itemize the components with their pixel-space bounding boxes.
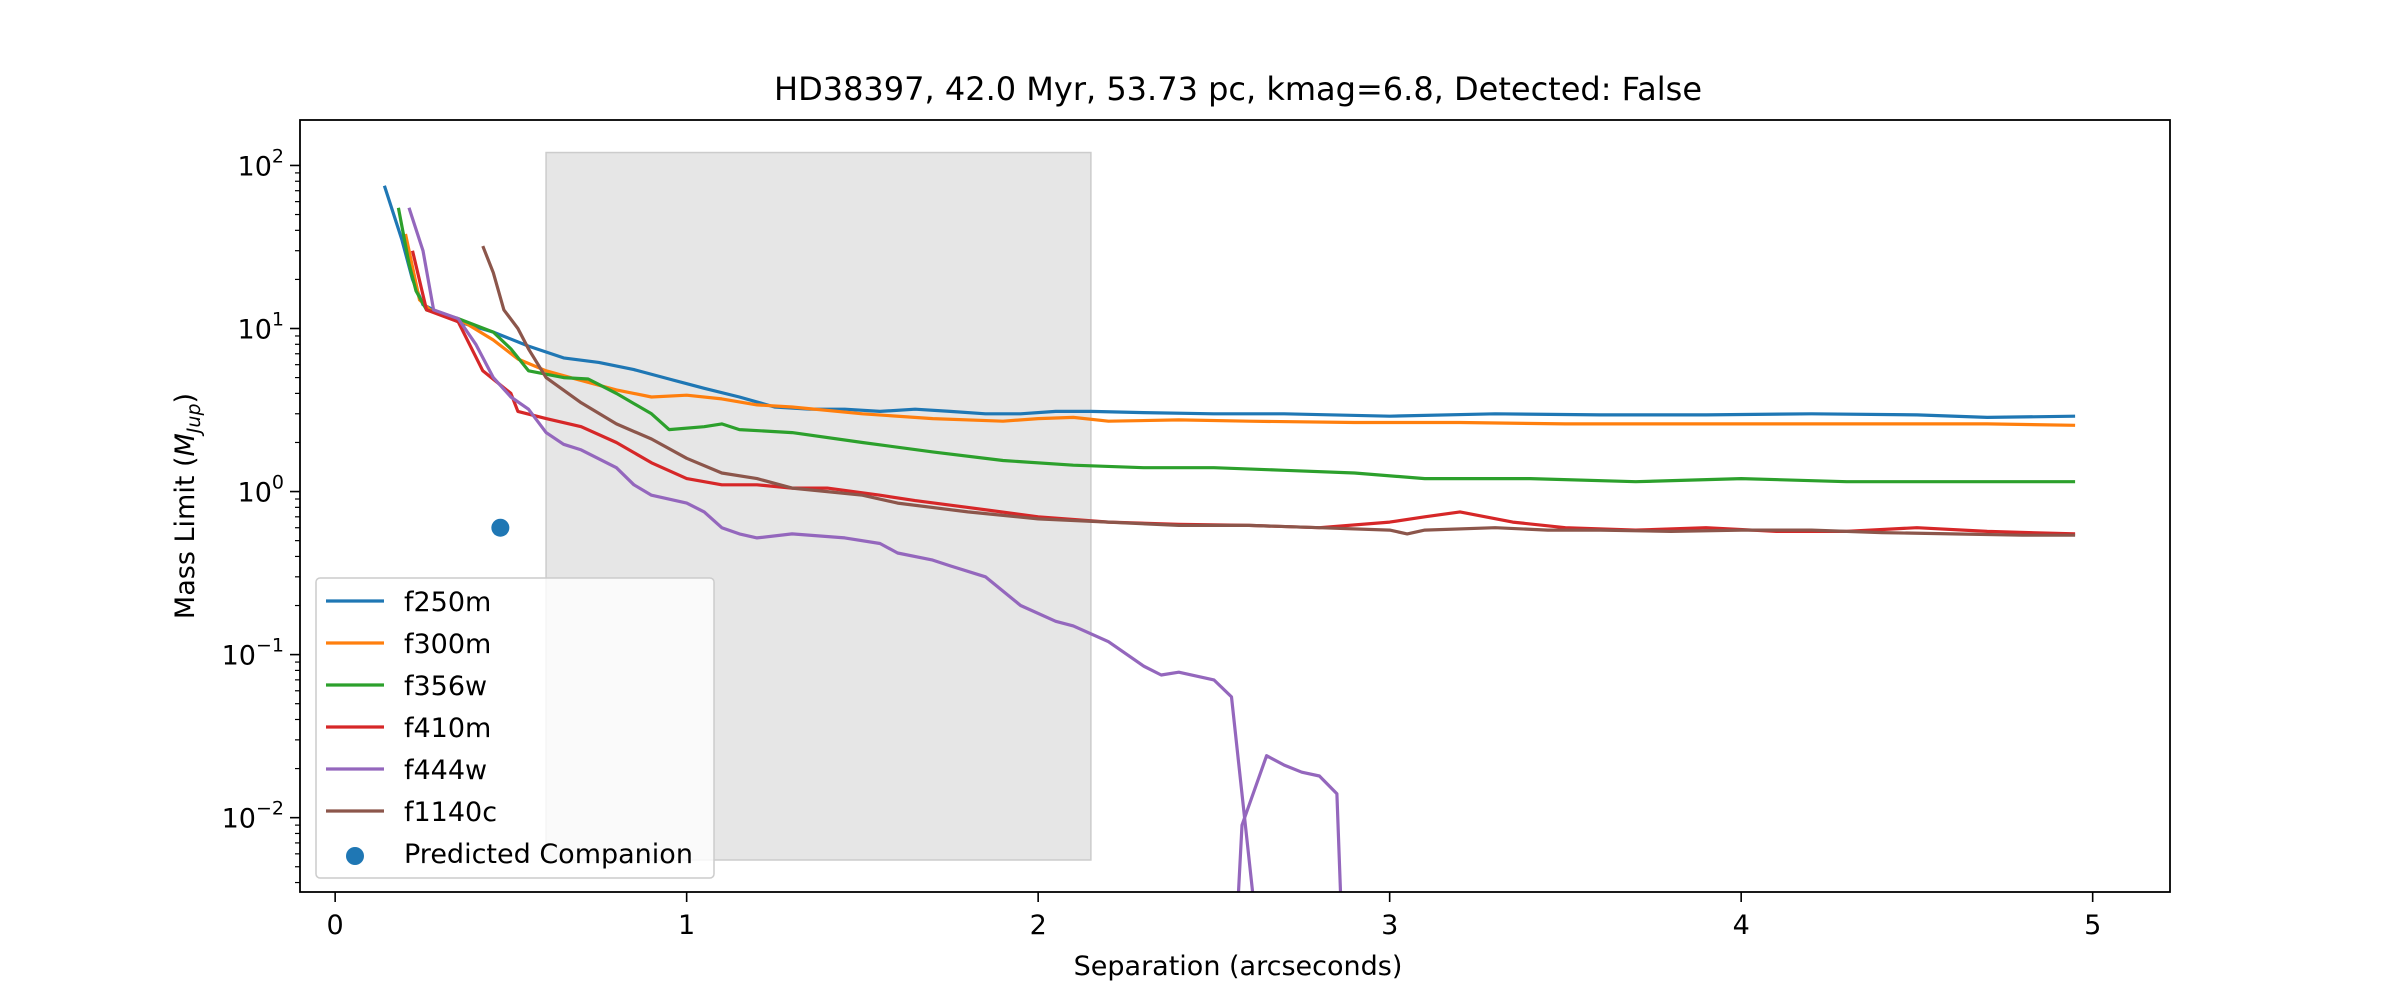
series-line-f444w	[407, 207, 1255, 892]
series-line-f250m	[382, 185, 2076, 419]
y-tick-label: 101	[238, 309, 284, 346]
x-tick-label: 5	[2084, 910, 2101, 941]
y-axis-label-text: Mass Limit (	[170, 456, 201, 619]
x-axis-label: Separation (arcseconds)	[1074, 951, 1403, 982]
y-tick-label: 10−2	[222, 798, 284, 835]
series-lines	[382, 185, 2076, 892]
series-line-segment-5	[1236, 754, 1343, 892]
legend-entry-label: f410m	[404, 713, 491, 744]
x-tick-label: 2	[1030, 910, 1047, 941]
x-tick-label: 4	[1733, 910, 1750, 941]
series-line-f356w	[396, 207, 2076, 484]
x-tick-label: 1	[678, 910, 695, 941]
y-tick-label: 100	[238, 472, 284, 509]
legend-swatch	[346, 847, 364, 865]
y-tick-label: 102	[238, 145, 284, 182]
x-tick-label: 0	[327, 910, 344, 941]
y-tick-label: 10−1	[222, 635, 284, 672]
legend-entry-label: f444w	[404, 755, 487, 786]
y-axis-label: Mass Limit (MJup)	[170, 393, 205, 619]
chart-title: HD38397, 42.0 Myr, 53.73 pc, kmag=6.8, D…	[774, 70, 1702, 108]
legend-entry-label: f300m	[404, 629, 491, 660]
legend-entry-label: Predicted Companion	[404, 839, 693, 870]
legend-entry-label: f1140c	[404, 797, 497, 828]
y-axis-label-end: )	[170, 393, 201, 404]
legend-entry-label: f250m	[404, 587, 491, 618]
legend: f250m f300m f356w f410m f444w f1140c Predicted…	[315, 577, 715, 879]
plot-area: 0 1 2 3 4 5 102 101 100 10−1 10−2 f250m f300m f356w f4…	[222, 119, 2171, 941]
y-axis-label-math: M	[170, 433, 201, 456]
y-axis-label-sub: Jup	[183, 403, 205, 437]
series-line-f300m	[403, 233, 2076, 427]
x-tick-label: 3	[1381, 910, 1398, 941]
legend-entry-label: f356w	[404, 671, 487, 702]
series-line-f1140c	[481, 245, 2076, 537]
legend-box	[315, 577, 715, 879]
predicted-companion-point	[491, 518, 510, 537]
series-line-f410m	[410, 250, 2076, 536]
axes-frame	[299, 119, 2171, 893]
